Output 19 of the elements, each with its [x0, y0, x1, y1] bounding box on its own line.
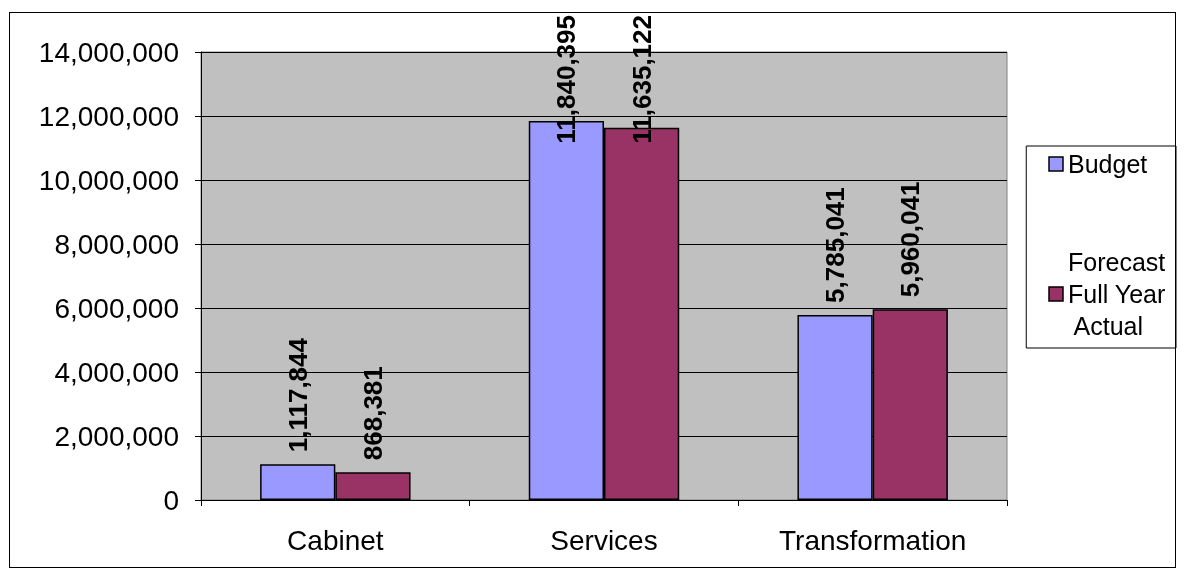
x-tick-label: Services: [550, 524, 658, 556]
data-label: 1,117,844: [282, 337, 313, 453]
legend-label: Forecast Full Year Actual: [1068, 248, 1173, 340]
y-tick-label: 12,000,000: [38, 100, 179, 132]
data-label: 11,635,122: [626, 14, 657, 144]
y-tick-label: 0: [163, 484, 179, 516]
y-tick-label: 4,000,000: [54, 356, 179, 388]
data-label: 5,785,041: [820, 187, 851, 303]
y-tick-label: 2,000,000: [54, 420, 179, 452]
data-label: 868,381: [357, 366, 388, 461]
y-tick-label: 8,000,000: [54, 228, 179, 260]
legend-label: Budget: [1068, 150, 1148, 178]
data-label: 11,840,395: [551, 14, 582, 144]
x-tick-label: Cabinet: [287, 524, 384, 556]
x-tick-label: Transformation: [779, 524, 967, 556]
y-tick-label: 6,000,000: [54, 292, 179, 324]
data-label: 5,960,041: [895, 181, 926, 298]
y-tick-label: 10,000,000: [38, 164, 179, 196]
y-tick-label: 14,000,000: [38, 36, 179, 68]
